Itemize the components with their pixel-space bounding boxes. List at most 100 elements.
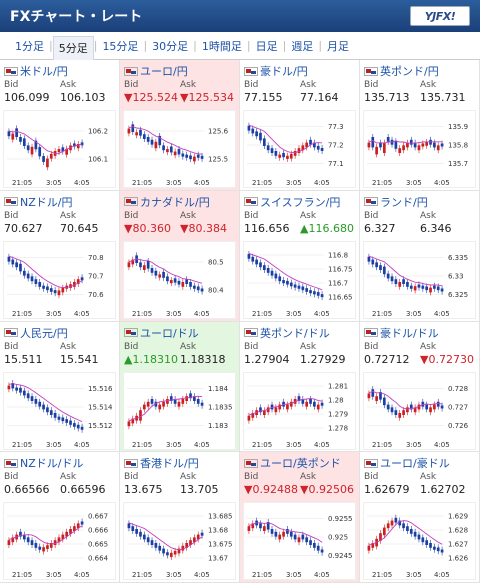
pair-header[interactable]: スイスフラン/円 bbox=[244, 194, 356, 210]
candle-body bbox=[386, 273, 390, 279]
pair-name[interactable]: NZドル/ドル bbox=[20, 457, 84, 471]
candle-body bbox=[406, 526, 409, 532]
candle-body bbox=[394, 141, 398, 149]
pair-header[interactable]: 英ポンド/ドル bbox=[244, 325, 356, 341]
bid-label: Bid bbox=[364, 80, 379, 90]
candle-body bbox=[166, 276, 169, 281]
mini-candlestick-chart[interactable]: 1.281 1.28 1.279 1.278 21:05 3:05 4:05 bbox=[243, 371, 356, 450]
candle-body bbox=[80, 277, 84, 281]
rate-cell[interactable]: スイスフラン/円 Bid Ask 116.656 ▲116.680 116.8 116.75… bbox=[240, 190, 360, 322]
pair-name[interactable]: ユーロ/円 bbox=[140, 65, 188, 78]
mini-candlestick-chart[interactable]: 77.3 77.2 77.1 21:05 3:05 4:05 bbox=[243, 110, 356, 188]
pair-header[interactable]: 豪ドル/円 bbox=[244, 63, 356, 79]
candle-body bbox=[162, 548, 165, 554]
pair-name[interactable]: 香港ドル/円 bbox=[140, 457, 199, 471]
pair-header[interactable]: ユーロ/ドル bbox=[124, 325, 236, 341]
mini-candlestick-chart[interactable]: 0.9255 0.925 0.9245 21:05 3:05 4:05 bbox=[243, 502, 356, 581]
candle-body bbox=[196, 286, 200, 290]
pair-name[interactable]: スイスフラン/円 bbox=[260, 195, 341, 209]
pair-header[interactable]: ユーロ/豪ドル bbox=[364, 455, 476, 471]
candle-body bbox=[65, 148, 69, 155]
tab-timeframe[interactable]: 15分足 bbox=[102, 39, 139, 53]
yjfx-logo[interactable]: YJFX! bbox=[410, 6, 470, 26]
rate-cell[interactable]: ランド/円 Bid Ask 6.327 6.346 6.335 6.33 6.325 21:05… bbox=[360, 190, 480, 322]
rate-cell[interactable]: ユーロ/豪ドル Bid Ask 1.62679 1.62702 1.629 1.628 1.6… bbox=[360, 452, 480, 583]
x-time-label: 3:05 bbox=[406, 179, 422, 187]
pair-header[interactable]: NZドル/ドル bbox=[4, 455, 116, 471]
ask-label: Ask bbox=[60, 210, 77, 221]
y-tick-label: 0.727 bbox=[448, 403, 468, 411]
price-labels: Bid Ask bbox=[4, 211, 116, 222]
mini-candlestick-chart[interactable]: 0.728 0.727 0.726 21:05 3:05 4:05 bbox=[363, 371, 476, 450]
price-labels: Bid Ask bbox=[124, 342, 236, 353]
rate-cell[interactable]: 英ポンド/ドル Bid Ask 1.27904 1.27929 1.281 1.28 1.27… bbox=[240, 321, 360, 453]
pair-name[interactable]: 人民元/円 bbox=[20, 326, 68, 340]
mini-candlestick-chart[interactable]: 106.2 106.1 21:05 3:05 4:05 bbox=[3, 110, 116, 188]
rate-cell[interactable]: カナダドル/円 Bid Ask ▼80.360 ▼80.384 80.5 80.4 21:05… bbox=[120, 190, 240, 322]
rate-cell[interactable]: ユーロ/英ポンド Bid Ask ▼0.92488 ▼0.92506 0.9255 0.92… bbox=[240, 452, 360, 583]
pair-header[interactable]: ユーロ/円 bbox=[124, 63, 236, 79]
candle-body bbox=[375, 395, 378, 401]
candle-body bbox=[65, 418, 69, 423]
mini-candlestick-chart[interactable]: 135.9 135.8 135.7 21:05 3:05 4:05 bbox=[363, 110, 476, 188]
candle-body bbox=[421, 143, 425, 147]
pair-header[interactable]: 豪ドル/ドル bbox=[364, 325, 476, 341]
mini-candlestick-chart[interactable]: 116.8 116.75 116.7 116.65 21:05 3:05 4:05 bbox=[243, 240, 356, 319]
rate-cell[interactable]: ユーロ/ドル Bid Ask ▲1.18310 1.18318 1.184 1.1835 1.… bbox=[120, 321, 240, 453]
pair-header[interactable]: ユーロ/英ポンド bbox=[244, 455, 356, 471]
rate-cell[interactable]: 人民元/円 Bid Ask 15.511 15.541 15.516 15.514 15.51… bbox=[0, 321, 120, 453]
pair-header[interactable]: 英ポンド/円 bbox=[364, 63, 476, 79]
candle-body bbox=[142, 264, 146, 270]
candle-body bbox=[34, 398, 38, 404]
pair-header[interactable]: NZドル/円 bbox=[4, 194, 116, 210]
candle-body bbox=[313, 290, 316, 295]
tab-timeframe[interactable]: 30分足 bbox=[152, 39, 189, 53]
tab-timeframe[interactable]: 月足 bbox=[327, 39, 350, 53]
mini-candlestick-chart[interactable]: 70.8 70.7 70.6 21:05 3:05 4:05 bbox=[3, 240, 116, 319]
tab-timeframe[interactable]: 日足 bbox=[255, 39, 278, 53]
rate-cell[interactable]: 英ポンド/円 Bid Ask 135.713 135.731 135.9 135.8 135.… bbox=[360, 60, 480, 191]
pair-name[interactable]: ユーロ/豪ドル bbox=[380, 457, 450, 471]
pair-header[interactable]: ランド/円 bbox=[364, 194, 476, 210]
mini-candlestick-chart[interactable]: 80.5 80.4 21:05 3:05 4:05 bbox=[123, 240, 236, 319]
rate-cell[interactable]: 米ドル/円 Bid Ask 106.099 106.103 106.2 106.1 21:05… bbox=[0, 60, 120, 191]
candle-body bbox=[305, 401, 309, 407]
pair-name[interactable]: カナダドル/円 bbox=[140, 195, 210, 209]
pair-header[interactable]: カナダドル/円 bbox=[124, 194, 236, 210]
tab-timeframe[interactable]: 1時間足 bbox=[201, 39, 242, 53]
mini-candlestick-chart[interactable]: 0.667 0.666 0.665 0.664 21:05 3:05 4:05 bbox=[3, 502, 116, 581]
pair-name[interactable]: ユーロ/ドル bbox=[140, 326, 199, 340]
ask-value: 6.346 bbox=[420, 221, 452, 235]
rate-cell[interactable]: 豪ドル/ドル Bid Ask 0.72712 ▼0.72730 0.728 0.727 0.7… bbox=[360, 321, 480, 453]
candle-body bbox=[53, 289, 57, 293]
pair-name[interactable]: 英ポンド/ドル bbox=[260, 326, 330, 340]
pair-name[interactable]: NZドル/円 bbox=[20, 195, 73, 209]
tab-timeframe[interactable]: 週足 bbox=[291, 39, 314, 53]
pair-name[interactable]: 豪ドル/円 bbox=[260, 65, 308, 78]
rate-cell[interactable]: 香港ドル/円 Bid Ask 13.675 13.705 13.685 13.68 13.67… bbox=[120, 452, 240, 583]
chart-svg: 70.8 70.7 70.6 21:05 3:05 4:05 bbox=[7, 253, 104, 318]
rate-cell[interactable]: NZドル/円 Bid Ask 70.627 70.645 70.8 70.7 70.6 21:0… bbox=[0, 190, 120, 322]
pair-header[interactable]: 米ドル/円 bbox=[4, 63, 116, 79]
mini-candlestick-chart[interactable]: 6.335 6.33 6.325 21:05 3:05 4:05 bbox=[363, 240, 476, 319]
candle-body bbox=[131, 526, 135, 532]
mini-candlestick-chart[interactable]: 1.629 1.628 1.627 1.626 21:05 3:05 4:05 bbox=[363, 502, 476, 581]
tab-timeframe[interactable]: 1分足 bbox=[15, 39, 44, 53]
pair-name[interactable]: 豪ドル/ドル bbox=[380, 326, 439, 340]
pair-name[interactable]: ランド/円 bbox=[380, 195, 428, 209]
price-labels: Bid Ask bbox=[4, 472, 116, 483]
mini-candlestick-chart[interactable]: 1.184 1.1835 1.183 21:05 3:05 4:05 bbox=[123, 371, 236, 450]
rate-cell[interactable]: NZドル/ドル Bid Ask 0.66566 0.66596 0.667 0.666 0.6… bbox=[0, 452, 120, 583]
pair-name[interactable]: 英ポンド/円 bbox=[380, 65, 439, 78]
pair-header[interactable]: 香港ドル/円 bbox=[124, 455, 236, 471]
rate-cell[interactable]: 豪ドル/円 Bid Ask 77.155 77.164 77.3 77.2 77.1 21:05… bbox=[240, 60, 360, 191]
tab-timeframe[interactable]: 5分足 bbox=[52, 35, 94, 61]
pair-name[interactable]: ユーロ/英ポンド bbox=[260, 457, 341, 471]
mini-candlestick-chart[interactable]: 13.685 13.68 13.675 13.67 21:05 3:05 4:05 bbox=[123, 502, 236, 581]
pair-header[interactable]: 人民元/円 bbox=[4, 325, 116, 341]
pair-name[interactable]: 米ドル/円 bbox=[20, 65, 68, 78]
mini-candlestick-chart[interactable]: 125.6 125.5 21:05 3:05 4:05 bbox=[123, 110, 236, 188]
ask-value: ▼0.72730 bbox=[420, 352, 474, 366]
rate-cell[interactable]: ユーロ/円 Bid Ask ▼125.524 ▼125.534 125.6 125.5 21:… bbox=[120, 60, 240, 191]
mini-candlestick-chart[interactable]: 15.516 15.514 15.512 21:05 3:05 4:05 bbox=[3, 371, 116, 450]
